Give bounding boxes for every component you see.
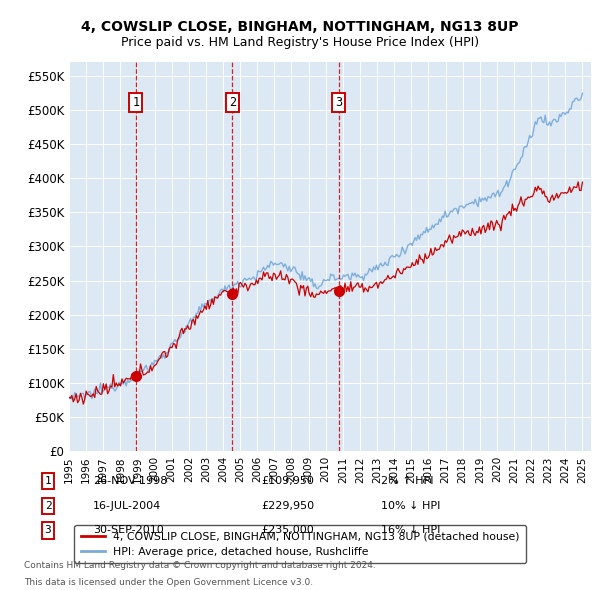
Text: 3: 3: [44, 526, 52, 535]
Text: 3: 3: [335, 96, 342, 109]
Text: 16% ↓ HPI: 16% ↓ HPI: [381, 526, 440, 535]
Text: This data is licensed under the Open Government Licence v3.0.: This data is licensed under the Open Gov…: [24, 578, 313, 586]
Text: 26-NOV-1998: 26-NOV-1998: [93, 476, 167, 486]
Legend: 4, COWSLIP CLOSE, BINGHAM, NOTTINGHAM, NG13 8UP (detached house), HPI: Average p: 4, COWSLIP CLOSE, BINGHAM, NOTTINGHAM, N…: [74, 525, 526, 563]
Text: 1: 1: [132, 96, 139, 109]
Text: £229,950: £229,950: [261, 501, 314, 510]
Text: 4, COWSLIP CLOSE, BINGHAM, NOTTINGHAM, NG13 8UP: 4, COWSLIP CLOSE, BINGHAM, NOTTINGHAM, N…: [81, 19, 519, 34]
Text: 10% ↓ HPI: 10% ↓ HPI: [381, 501, 440, 510]
Text: £109,950: £109,950: [261, 476, 314, 486]
Text: 1: 1: [44, 476, 52, 486]
Text: £235,000: £235,000: [261, 526, 314, 535]
Text: 30-SEP-2010: 30-SEP-2010: [93, 526, 164, 535]
Text: Price paid vs. HM Land Registry's House Price Index (HPI): Price paid vs. HM Land Registry's House …: [121, 36, 479, 49]
Text: Contains HM Land Registry data © Crown copyright and database right 2024.: Contains HM Land Registry data © Crown c…: [24, 561, 376, 570]
Text: 2: 2: [229, 96, 236, 109]
Text: 2: 2: [44, 501, 52, 510]
Text: 2% ↑ HPI: 2% ↑ HPI: [381, 476, 433, 486]
Text: 16-JUL-2004: 16-JUL-2004: [93, 501, 161, 510]
